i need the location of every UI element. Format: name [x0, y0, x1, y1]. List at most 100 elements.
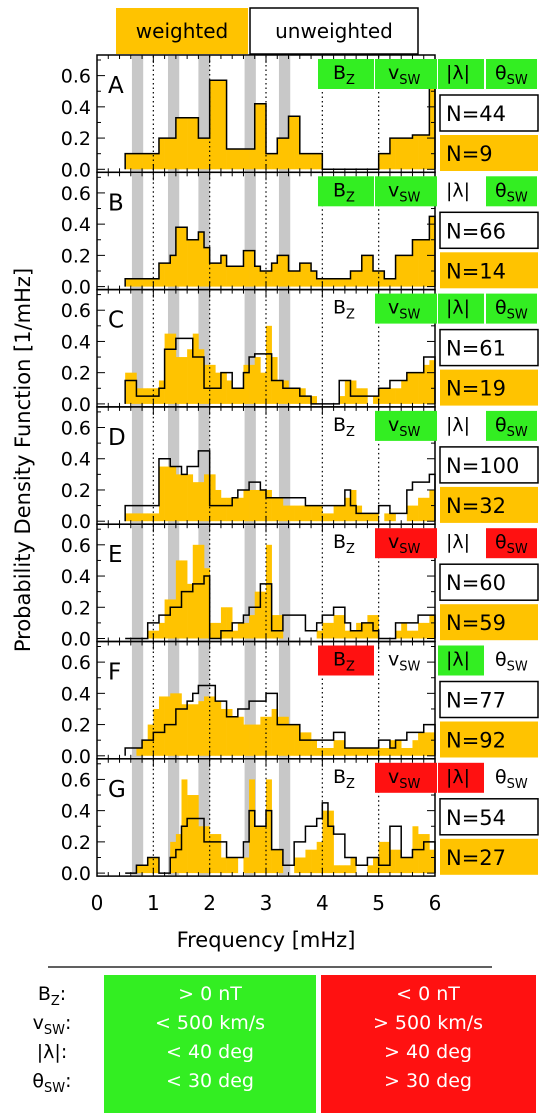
panel-g: 0.0 0.2 0.4 0.6 G BZ vSW |λ| θSW N=54 N=27	[61, 758, 539, 885]
weighted-bar	[209, 834, 216, 874]
weighted-bar	[395, 255, 402, 287]
n-unweighted-label: N=100	[446, 454, 519, 478]
unweighted-step-line	[124, 74, 436, 171]
weighted-bar	[204, 138, 210, 170]
y-tick-label: 0.2	[61, 480, 91, 502]
weighted-bar	[322, 622, 329, 639]
weighted-bar	[373, 270, 379, 287]
weighted-bar	[418, 834, 425, 874]
weighted-bar	[209, 80, 216, 170]
weighted-bar	[356, 747, 363, 756]
y-tick-label: 0.4	[61, 801, 91, 823]
weighted-bar	[237, 266, 244, 287]
weighted-bar	[260, 591, 267, 639]
weighted-bar	[277, 380, 284, 404]
weighted-bar	[406, 138, 413, 170]
cond-bg-vsw	[375, 59, 437, 89]
cond-label-bz: BZ	[333, 766, 355, 792]
shaded-band	[167, 56, 180, 172]
weighted-bar	[198, 826, 205, 874]
weighted-bar	[158, 466, 165, 522]
weighted-bar	[147, 153, 154, 170]
panel-e: 0.0 0.2 0.4 0.6 E BZ vSW |λ| θSW N=60 N=59	[61, 523, 539, 651]
weighted-bar	[423, 732, 430, 756]
cond-label-lambda: |λ|	[446, 531, 470, 553]
weighted-bar	[277, 849, 284, 874]
weighted-bar	[429, 615, 436, 639]
key-red-text: > 40 deg	[384, 1041, 472, 1063]
weighted-bar	[316, 630, 323, 639]
weighted-bar	[316, 153, 323, 170]
weighted-bar	[406, 505, 413, 522]
weighted-bar	[418, 372, 425, 404]
weighted-bar	[401, 857, 408, 874]
weighted-bar	[260, 826, 267, 874]
cond-label-bz: BZ	[333, 62, 355, 88]
weighted-bar	[237, 716, 244, 756]
n-weighted-label: N=59	[446, 611, 506, 635]
y-tick-label: 0.0	[61, 746, 91, 768]
weighted-bar	[226, 149, 233, 170]
cond-bg-vsw	[375, 528, 437, 559]
cond-bg-lambda	[438, 59, 484, 89]
weighted-bar	[187, 474, 194, 522]
weighted-bar	[282, 505, 289, 522]
x-tick-label: 0	[91, 891, 104, 915]
weighted-bar	[389, 388, 396, 404]
weighted-bar	[187, 795, 194, 874]
n-unweighted-label: N=54	[446, 806, 506, 830]
weighted-bar	[344, 865, 351, 874]
weighted-bar	[266, 716, 272, 756]
weighted-bar	[181, 117, 188, 170]
weighted-bar	[254, 724, 261, 756]
weighted-bar	[232, 630, 239, 639]
weighted-bar	[254, 489, 261, 522]
x-tick-label: 3	[260, 891, 273, 915]
weighted-bar	[344, 747, 351, 756]
shaded-band	[278, 56, 291, 172]
weighted-bar	[401, 380, 408, 404]
weighted-bar	[327, 513, 334, 522]
y-tick-label: 0.4	[61, 566, 91, 588]
weighted-bar	[350, 630, 357, 639]
n-unweighted-box	[439, 680, 539, 719]
panel-letter: B	[108, 190, 124, 216]
weighted-bar	[187, 583, 194, 639]
weighted-bar	[311, 740, 317, 756]
cond-label-vsw: vSW	[388, 414, 421, 440]
weighted-bar	[299, 153, 306, 170]
cond-label-vsw: vSW	[388, 531, 421, 557]
shaded-band	[278, 525, 291, 641]
weighted-bar	[322, 810, 329, 874]
weighted-bar	[181, 560, 188, 639]
y-tick-label: 0.2	[61, 715, 91, 737]
cond-bg-theta	[486, 59, 537, 89]
shaded-band	[131, 407, 144, 524]
weighted-bar	[158, 138, 165, 170]
weighted-bar	[170, 466, 177, 522]
key-row-label: |λ|:	[37, 1041, 67, 1063]
weighted-bar	[243, 364, 250, 404]
weighted-bar	[209, 622, 216, 639]
weighted-bar	[158, 622, 165, 639]
weighted-bar	[395, 740, 402, 756]
panel-c: 0.0 0.2 0.4 0.6 C BZ vSW |λ| θSW N=61 N=19	[61, 288, 539, 416]
x-tick-label: 1	[147, 891, 160, 915]
cond-bg-lambda	[438, 293, 484, 324]
panel-letter: G	[108, 777, 126, 803]
weighted-bar	[294, 724, 301, 756]
shaded-band	[167, 759, 180, 876]
weighted-bar	[282, 716, 289, 756]
weighted-bar	[344, 380, 351, 404]
weighted-bar	[125, 153, 132, 170]
weighted-bar	[350, 270, 357, 287]
weighted-bar	[187, 117, 194, 170]
key-row-label: vSW:	[33, 1012, 72, 1038]
cond-label-theta: θSW	[495, 766, 528, 792]
y-tick-label: 0.6	[61, 769, 91, 791]
condition-key: BZ: > 0 nT < 0 nT vSW: < 500 km/s > 500 km/s |…	[32, 975, 536, 1113]
weighted-bar	[311, 849, 317, 874]
weighted-bar	[311, 153, 317, 170]
weighted-bar	[198, 544, 205, 639]
weighted-bar	[350, 747, 357, 756]
